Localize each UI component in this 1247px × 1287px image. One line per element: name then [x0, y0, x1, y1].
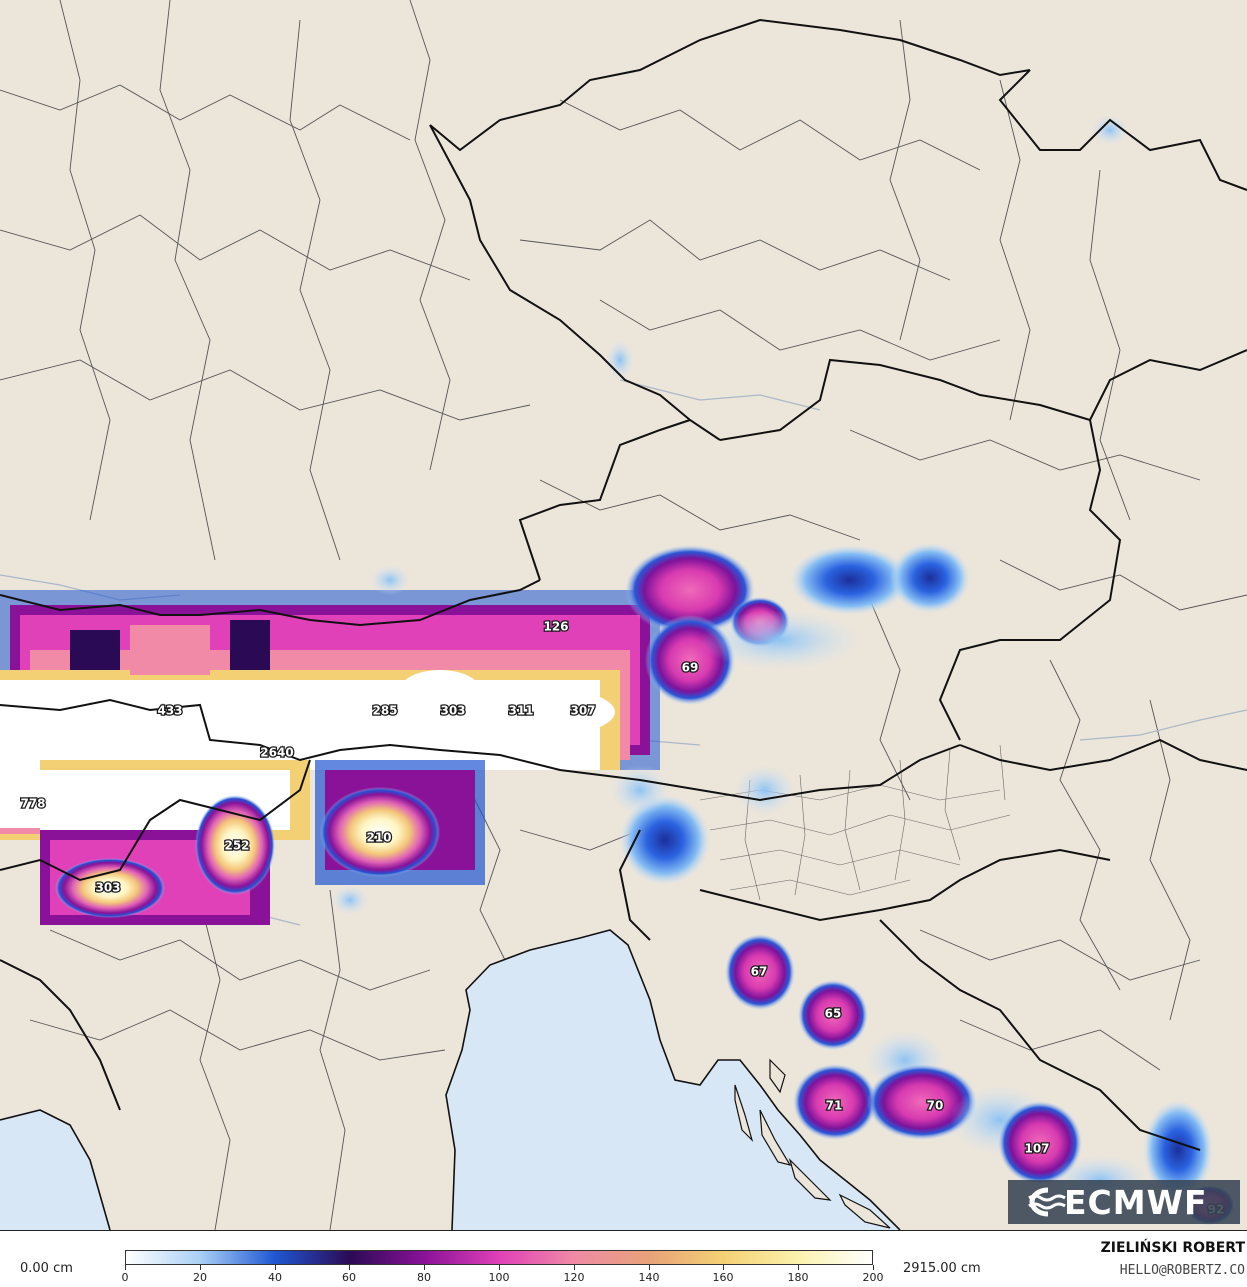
value-label: 285: [372, 704, 397, 718]
snow-field-alps: [0, 590, 660, 925]
colorbar-tick: [649, 1265, 650, 1270]
value-label: 252: [224, 839, 249, 853]
value-label: 210: [366, 831, 391, 845]
value-label: 303: [440, 704, 465, 718]
colorbar-tick-label: 200: [862, 1271, 884, 1284]
adriatic-sea: [446, 930, 900, 1230]
value-label: 126: [543, 620, 568, 634]
region-borders: [0, 0, 1247, 1230]
author-name: ZIELIŃSKI ROBERT: [1100, 1240, 1245, 1256]
municipal-borders: [699, 744, 1011, 901]
colorbar-tick-label: 180: [787, 1271, 809, 1284]
ecmwf-logo-text: ECMWF: [1064, 1182, 1208, 1222]
colorbar-tick: [200, 1265, 201, 1270]
legend-bar: 0.00 cm 0 20 40 60 80 100 120 140 160 180 200 2915…: [0, 1231, 1247, 1287]
value-label: 69: [682, 661, 699, 675]
colorbar-tick: [125, 1265, 126, 1270]
country-borders: [0, 18, 1247, 1151]
colorbar-tick-label: 0: [121, 1271, 129, 1284]
value-label: 2640: [260, 746, 293, 760]
colorbar-tick-label: 160: [712, 1271, 734, 1284]
colorbar-tick: [424, 1265, 425, 1270]
coastline: [0, 929, 901, 1230]
value-label: 70: [927, 1099, 944, 1113]
snow-depth-map: 126 69 433 285 303 311 307 2640 778 252 …: [0, 0, 1247, 1231]
colorbar-tick-label: 60: [342, 1271, 356, 1284]
snow-field-east-alps: [332, 115, 1128, 915]
value-label: 433: [157, 704, 182, 718]
value-label: 67: [751, 965, 768, 979]
colorbar-tick: [873, 1265, 874, 1270]
colorbar-tick-label: 140: [638, 1271, 660, 1284]
colorbar-tick-label: 80: [417, 1271, 431, 1284]
colorbar-tick-label: 40: [268, 1271, 282, 1284]
ecmwf-logo: ECMWF: [1008, 1180, 1240, 1224]
colorbar: [125, 1250, 873, 1265]
colorbar-tick: [723, 1265, 724, 1270]
ligurian-sea: [0, 1110, 110, 1230]
value-label: 311: [508, 704, 533, 718]
value-labels: 126 69 433 285 303 311 307 2640 778 252 …: [19, 618, 1225, 1218]
author-email: HELLO@ROBERTZ.CO: [1119, 1263, 1245, 1278]
colorbar-tick: [499, 1265, 500, 1270]
colorbar-tick: [798, 1265, 799, 1270]
colorbar-tick: [349, 1265, 350, 1270]
islands: [734, 1058, 891, 1229]
colorbar-tick-label: 100: [488, 1271, 510, 1284]
value-label: 303: [95, 881, 120, 895]
colorbar-tick: [275, 1265, 276, 1270]
value-label: 107: [1024, 1142, 1049, 1156]
legend-min-label: 0.00 cm: [20, 1261, 73, 1276]
colorbar-tick: [574, 1265, 575, 1270]
colorbar-tick-label: 20: [193, 1271, 207, 1284]
legend-max-label: 2915.00 cm: [903, 1261, 981, 1276]
ecmwf-logo-icon: [1028, 1187, 1066, 1217]
value-label: 65: [825, 1007, 842, 1021]
colorbar-tick-label: 120: [563, 1271, 585, 1284]
value-label: 307: [570, 704, 595, 718]
value-label: 778: [20, 797, 45, 811]
value-label: 71: [826, 1099, 843, 1113]
